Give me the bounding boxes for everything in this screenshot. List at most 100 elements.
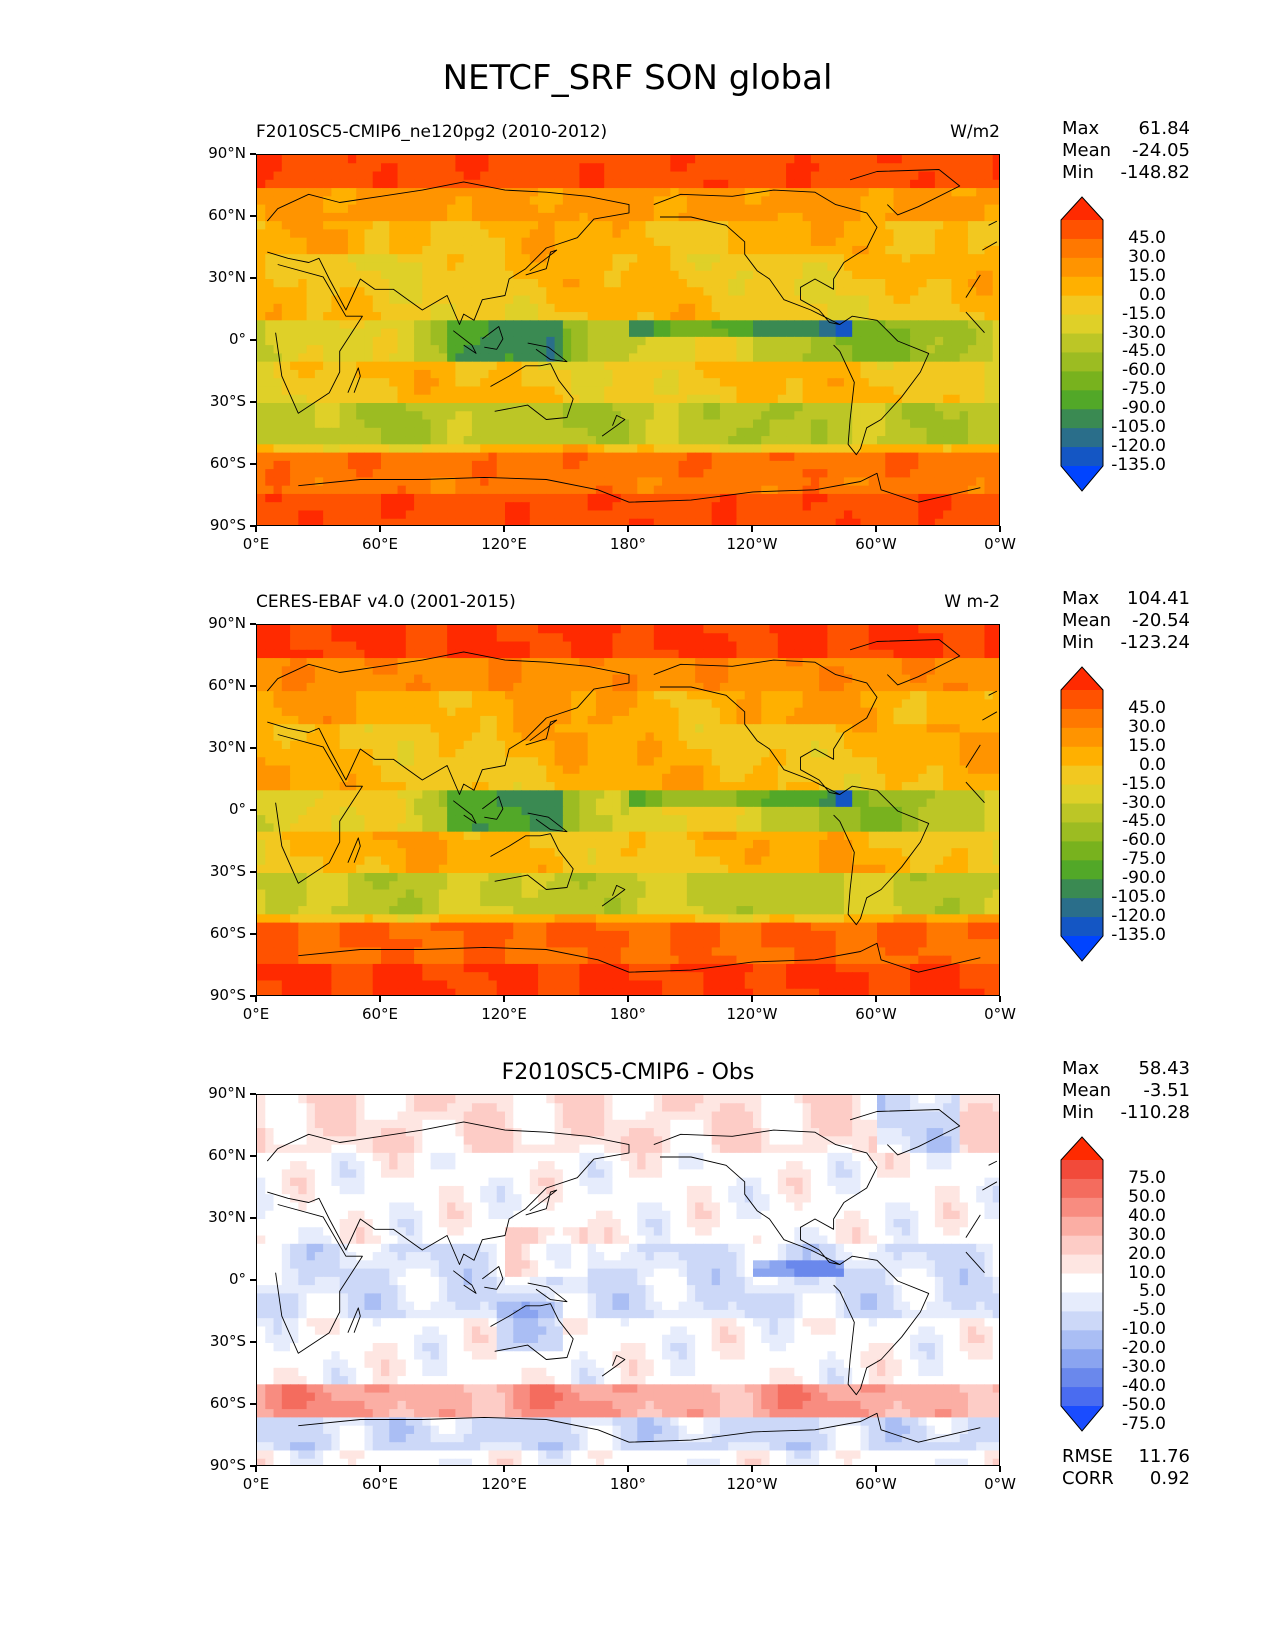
stat-label: Min	[1062, 162, 1094, 183]
lon-tick	[627, 996, 629, 1002]
colorbar	[1060, 196, 1104, 492]
colorbar-segment	[1061, 784, 1103, 805]
lon-tick	[875, 1466, 877, 1472]
colorbar-tick-label: -45.0	[1122, 341, 1166, 362]
lat-tick	[250, 623, 256, 625]
colorbar-tick-label: -90.0	[1122, 398, 1166, 419]
lon-tick	[255, 996, 257, 1002]
colorbar-tick-label: 45.0	[1128, 227, 1166, 248]
lat-tick	[250, 153, 256, 155]
stat-label: Max	[1062, 1058, 1100, 1079]
lat-tick	[250, 1279, 256, 1281]
colorbar-wrapper	[1060, 196, 1104, 496]
lat-tick-label: 0°	[228, 1270, 246, 1288]
lat-tick-label: 90°S	[209, 516, 246, 534]
colorbar-segment	[1061, 220, 1103, 240]
lat-tick	[250, 1093, 256, 1095]
colorbar-segment	[1061, 1216, 1103, 1237]
lat-tick	[250, 463, 256, 465]
colorbar-segment	[1061, 238, 1103, 259]
stat-label: Mean	[1062, 140, 1112, 161]
stat-value: 0.92	[1149, 1468, 1190, 1489]
lat-tick-label: 90°N	[208, 144, 246, 162]
stat-value: -110.28	[1120, 1102, 1190, 1123]
lon-tick	[627, 526, 629, 532]
colorbar-segment	[1061, 447, 1103, 467]
colorbar-tick-label: -50.0	[1122, 1395, 1166, 1415]
colorbar-top-extend	[1061, 197, 1103, 220]
lat-tick-label: 90°N	[208, 1084, 246, 1102]
stat-row: Min -148.82	[1062, 162, 1190, 184]
lat-tick	[250, 1217, 256, 1219]
lon-tick-label: 120°E	[481, 1475, 527, 1493]
stat-label: Max	[1062, 588, 1100, 609]
colorbar-segment	[1061, 822, 1103, 842]
lat-tick	[250, 339, 256, 341]
figure-title: NETCF_SRF SON global	[442, 58, 833, 98]
colorbar-segment	[1061, 1387, 1103, 1407]
colorbar-segment	[1061, 1311, 1103, 1331]
lon-tick	[751, 1466, 753, 1472]
colorbar-segment	[1061, 690, 1103, 710]
colorbar-tick-label: -20.0	[1122, 1338, 1166, 1359]
colorbar-tick-label: 10.0	[1128, 1262, 1166, 1283]
stat-value: 11.76	[1138, 1446, 1190, 1467]
stats-block: Max 58.43 Mean -3.51 Min -110.28	[1062, 1058, 1190, 1124]
lat-tick	[250, 809, 256, 811]
lon-tick-label: 60°E	[361, 535, 399, 553]
colorbar-segment	[1061, 727, 1103, 748]
contour-field	[257, 1095, 999, 1465]
colorbar-segment	[1061, 1349, 1103, 1369]
lat-tick-label: 60°S	[209, 1394, 246, 1412]
colorbar-tick-label: 30.0	[1128, 1224, 1166, 1245]
panel-units: W m-2	[944, 592, 1000, 612]
colorbar-segment	[1061, 1254, 1103, 1275]
colorbar-tick-label: 15.0	[1128, 735, 1166, 756]
colorbar-tick-label: 40.0	[1128, 1205, 1166, 1226]
lat-tick-label: 0°	[228, 800, 246, 818]
colorbar-segment	[1061, 409, 1103, 429]
colorbar-segment	[1061, 1178, 1103, 1199]
colorbar-tick-label: -30.0	[1122, 792, 1166, 813]
colorbar-segment	[1061, 1235, 1103, 1256]
colorbar-segment	[1061, 860, 1103, 880]
map-panel	[256, 154, 1000, 526]
stat-label: Min	[1062, 1102, 1094, 1123]
lon-tick	[503, 996, 505, 1002]
lon-tick-label: 0°W	[984, 535, 1016, 553]
coastlines	[266, 1109, 998, 1443]
lat-tick	[250, 747, 256, 749]
colorbar-tick-label: -75.0	[1122, 849, 1166, 870]
panel-units: W/m2	[950, 122, 1000, 142]
colorbar-segment	[1061, 765, 1103, 786]
lat-tick	[250, 1465, 256, 1467]
lat-tick-label: 60°N	[208, 1146, 246, 1164]
stat-row: Max 104.41	[1062, 588, 1190, 610]
lat-tick-label: 30°S	[209, 392, 246, 410]
lon-tick-label: 180°	[609, 1475, 647, 1493]
lon-tick-label: 60°E	[361, 1475, 399, 1493]
colorbar-segment	[1061, 295, 1103, 316]
lat-tick-label: 90°S	[209, 1456, 246, 1474]
colorbar-top-extend	[1061, 1137, 1103, 1160]
stat-value: -148.82	[1120, 162, 1190, 183]
stat-label: Mean	[1062, 610, 1112, 631]
lat-tick	[250, 685, 256, 687]
lon-tick-label: 120°E	[481, 1005, 527, 1023]
colorbar-segment	[1061, 879, 1103, 899]
lon-tick	[999, 996, 1001, 1002]
diff-stats: RMSE 11.76 CORR 0.92	[1062, 1446, 1190, 1490]
colorbar-segment	[1061, 708, 1103, 729]
colorbar-segment	[1061, 428, 1103, 448]
lat-tick-label: 30°N	[208, 1208, 246, 1226]
lat-tick-label: 90°S	[209, 986, 246, 1004]
coastlines	[266, 639, 998, 973]
stat-row: Mean -20.54	[1062, 610, 1190, 632]
colorbar-segment	[1061, 1160, 1103, 1180]
colorbar-tick-label: -75.0	[1122, 1413, 1166, 1434]
stat-row: CORR 0.92	[1062, 1468, 1190, 1490]
colorbar-segment	[1061, 314, 1103, 335]
stat-value: -3.51	[1143, 1080, 1190, 1101]
colorbar-tick-label: 5.0	[1138, 1281, 1166, 1302]
colorbar-tick-label: -135.0	[1111, 925, 1166, 945]
